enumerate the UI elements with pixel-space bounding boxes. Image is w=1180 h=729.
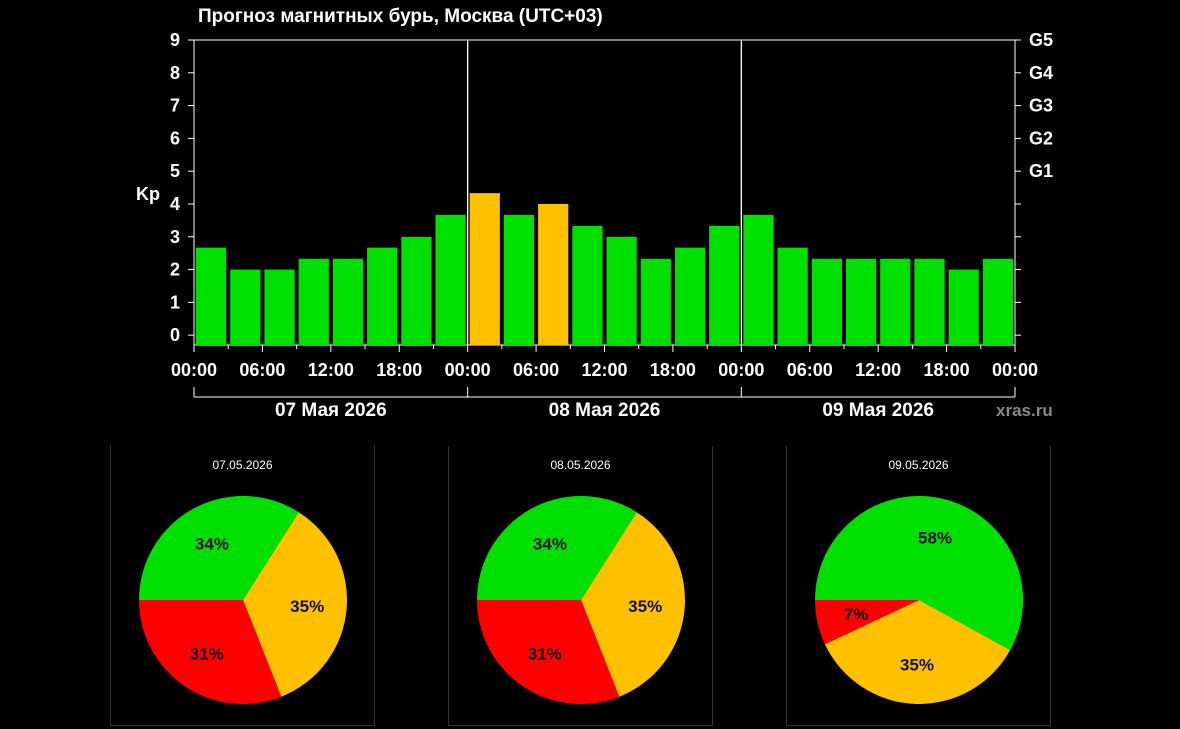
x-tick-label: 00:00 — [992, 360, 1038, 380]
kp-bar — [743, 214, 774, 345]
kp-bar — [948, 269, 979, 345]
y-tick-label: 1 — [170, 292, 180, 312]
pie-slice — [243, 512, 347, 697]
x-tick-label: 18:00 — [376, 360, 422, 380]
pie-chart: 58% 35% 7% — [815, 496, 1023, 704]
y-axis-label: Kp — [136, 184, 160, 204]
day-label: 09 Мая 2026 — [822, 400, 934, 421]
x-tick-label: 06:00 — [787, 360, 833, 380]
x-tick-label: 12:00 — [308, 360, 354, 380]
kp-bar — [196, 247, 227, 345]
chart-title: Прогноз магнитных бурь, Москва (UTC+03) — [198, 6, 603, 27]
pie-title: 07.05.2026 — [212, 458, 273, 472]
pie-slice — [581, 512, 685, 697]
y-tick-label: 0 — [170, 325, 180, 345]
y-tick-label: 2 — [170, 260, 180, 280]
y-tick-label: 7 — [170, 96, 180, 116]
pie-slice-label: 35% — [290, 597, 324, 616]
x-tick-label: 00:00 — [718, 360, 764, 380]
pie-title: 09.05.2026 — [888, 458, 949, 472]
y-tick-label: 6 — [170, 128, 180, 148]
kp-bar — [572, 225, 603, 345]
g-scale-label: G5 — [1029, 30, 1053, 50]
kp-bar — [332, 258, 364, 345]
x-tick-label: 18:00 — [924, 360, 970, 380]
y-tick-label: 8 — [170, 63, 180, 83]
pie-slice-label: 58% — [918, 529, 952, 548]
kp-bar — [777, 247, 808, 345]
g-scale-label: G4 — [1029, 63, 1053, 83]
g-scale-label: G1 — [1029, 161, 1053, 181]
pie-slice — [477, 600, 620, 704]
kp-bar — [264, 269, 295, 345]
pie-slice-label: 35% — [628, 597, 662, 616]
y-tick-label: 3 — [170, 227, 180, 247]
kp-bar — [401, 236, 432, 345]
x-tick-label: 06:00 — [239, 360, 285, 380]
kp-bar — [298, 258, 329, 345]
watermark: xras.ru — [996, 401, 1053, 420]
day-label: 07 Мая 2026 — [275, 400, 387, 421]
day-label: 08 Мая 2026 — [549, 400, 661, 421]
x-tick-label: 12:00 — [855, 360, 901, 380]
pie-panel-day3: 09.05.2026 58% 35% 7% — [786, 446, 1051, 726]
pie-slice-label: 7% — [844, 605, 869, 624]
kp-bar — [709, 225, 740, 345]
pie-slice-label: 34% — [195, 534, 229, 553]
kp-bar — [606, 236, 637, 345]
kp-bar — [435, 214, 466, 345]
kp-bar — [982, 258, 1013, 345]
pie-slice-label: 35% — [900, 655, 934, 674]
pie-slice — [139, 496, 299, 600]
pie-chart: 34% 35% 31% — [139, 496, 347, 704]
g-scale-label: G2 — [1029, 128, 1053, 148]
pie-title: 08.05.2026 — [550, 458, 611, 472]
kp-bar — [538, 203, 569, 345]
kp-bar — [640, 258, 671, 345]
y-tick-label: 4 — [170, 194, 180, 214]
kp-bar — [367, 247, 398, 345]
kp-forecast-chart: Прогноз магнитных бурь, Москва (UTC+03) … — [136, 6, 1053, 421]
kp-bar — [230, 269, 261, 345]
pie-slice — [815, 600, 919, 645]
y-tick-label: 5 — [170, 161, 180, 181]
pie-slice-label: 31% — [190, 644, 224, 663]
pie-slice — [139, 600, 282, 704]
x-tick-label: 18:00 — [650, 360, 696, 380]
pie-slice — [477, 496, 637, 600]
pie-slice-label: 34% — [533, 534, 567, 553]
pie-chart: 34% 35% 31% — [477, 496, 685, 704]
kp-bar — [811, 258, 842, 345]
kp-bar — [880, 258, 911, 345]
g-scale-label: G3 — [1029, 96, 1053, 116]
x-tick-label: 00:00 — [171, 360, 217, 380]
pie-panel-day1: 07.05.2026 34% 35% 31% — [110, 446, 375, 726]
pie-panel-day2: 08.05.2026 34% 35% 31% — [448, 446, 713, 726]
kp-bar — [914, 258, 945, 345]
pie-slice — [824, 600, 1011, 704]
kp-bar — [845, 258, 877, 345]
pie-slice — [815, 496, 1023, 651]
x-tick-label: 12:00 — [581, 360, 627, 380]
x-tick-label: 06:00 — [513, 360, 559, 380]
x-tick-label: 00:00 — [445, 360, 491, 380]
y-tick-label: 9 — [170, 30, 180, 50]
kp-bar — [469, 193, 500, 345]
kp-bar — [503, 214, 535, 345]
pie-slice-label: 31% — [528, 644, 562, 663]
kp-bar — [674, 247, 706, 345]
